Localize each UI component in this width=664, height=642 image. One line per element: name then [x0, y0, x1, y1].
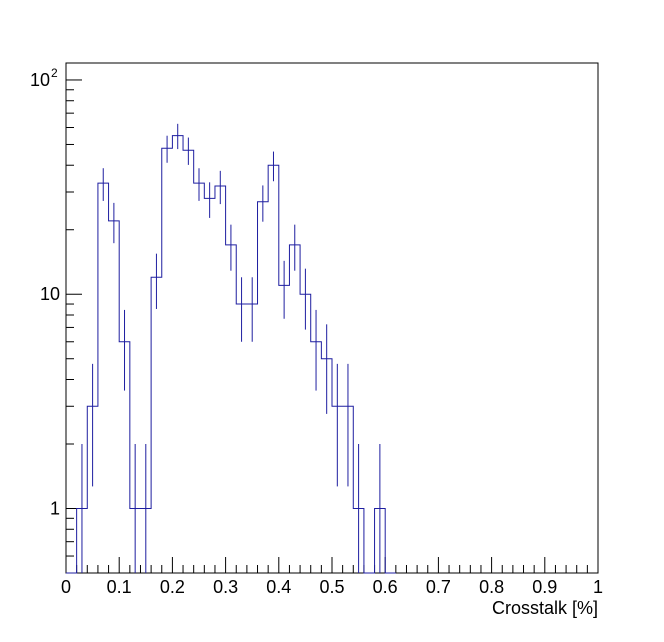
x-tick-label: 0	[61, 577, 71, 597]
x-tick-label: 0.2	[160, 577, 185, 597]
x-tick-label: 0.1	[107, 577, 132, 597]
x-tick-label: 0.9	[532, 577, 557, 597]
error-bars	[81, 123, 381, 573]
y-tick-label-exponent: 2	[51, 66, 58, 80]
x-tick-label: 0.6	[373, 577, 398, 597]
x-axis-label: Crosstalk [%]	[492, 598, 598, 618]
x-tick-label: 0.3	[213, 577, 238, 597]
x-axis-tick-labels: 0 0.1 0.2 0.3 0.4 0.5 0.6 0.7 0.8 0.9 1	[61, 577, 603, 597]
y-tick-label: 1	[50, 498, 60, 518]
y-tick-label: 10	[30, 70, 50, 90]
x-tick-label: 0.5	[319, 577, 344, 597]
x-axis-ticks	[65, 557, 599, 573]
x-tick-label: 1	[593, 577, 603, 597]
x-tick-label: 0.4	[266, 577, 291, 597]
y-tick-label: 10	[40, 284, 60, 304]
histogram-step-line	[66, 135, 396, 574]
x-tick-label: 0.7	[426, 577, 451, 597]
y-axis-ticks	[66, 79, 82, 574]
x-tick-label: 0.8	[479, 577, 504, 597]
